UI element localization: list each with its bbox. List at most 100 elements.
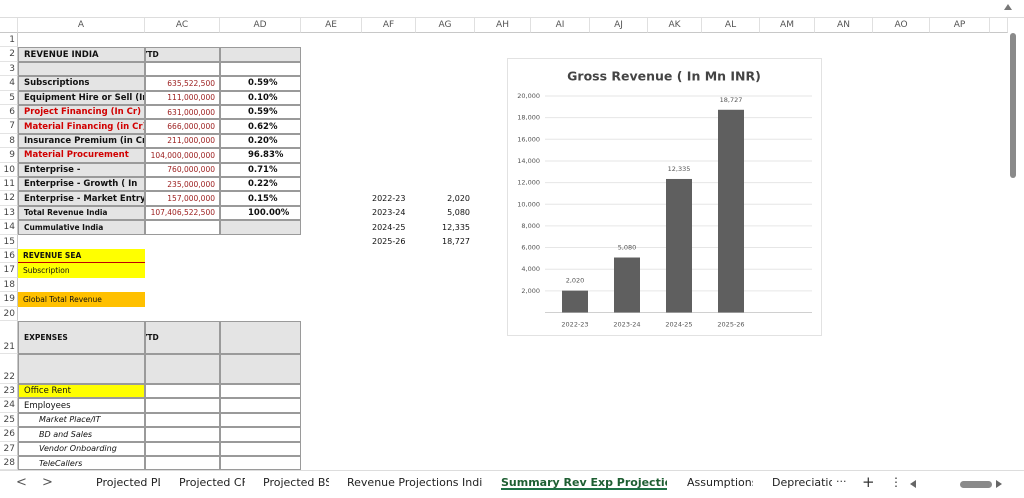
scroll-left[interactable] (910, 480, 916, 488)
cell-ac[interactable]: 107,406,522,500 (145, 205, 220, 221)
row-header[interactable]: 5 (0, 90, 18, 105)
cell-ag[interactable]: 2,020 (447, 194, 470, 204)
cell-a[interactable]: Market Place/IT (18, 412, 145, 428)
row-header[interactable]: 14 (0, 220, 18, 235)
cell-empty[interactable] (220, 427, 301, 442)
cell-a[interactable]: Office Rent (18, 384, 145, 399)
column-header[interactable]: AE (301, 18, 362, 33)
cell-empty[interactable] (220, 384, 301, 399)
cell-empty[interactable] (145, 292, 220, 306)
cell-af[interactable]: 2025-26 (372, 237, 406, 247)
cell-a[interactable]: Enterprise - Growth ( In (18, 177, 145, 192)
cell-empty[interactable] (220, 354, 301, 384)
active-sheet-tab[interactable]: Summary Rev Exp Projection_HS (501, 476, 667, 489)
row-header[interactable]: 17 (0, 263, 18, 278)
scroll-right[interactable] (996, 480, 1002, 488)
row-header[interactable]: 4 (0, 76, 18, 91)
cell-ac[interactable]: 235,000,000 (145, 177, 220, 192)
cell-a[interactable]: TeleCallers (18, 456, 145, 471)
sheet-tab[interactable]: Projected PL (96, 476, 160, 489)
sheet-tab[interactable]: Assumptions (687, 476, 753, 489)
cell-empty[interactable] (145, 384, 220, 399)
cell-ac[interactable]: 666,000,000 (145, 119, 220, 134)
cell-ad[interactable]: 0.71% (220, 162, 301, 177)
cell-a[interactable]: REVENUE INDIA (18, 47, 145, 62)
row-header[interactable]: 22 (0, 354, 18, 384)
cell-a[interactable]: Enterprise - (18, 162, 145, 177)
cell-empty[interactable] (145, 427, 220, 442)
cell-a[interactable]: Insurance Premium (in Cr) (18, 133, 145, 149)
sheet-tab[interactable]: Revenue Projections India1 (347, 476, 483, 489)
cell-empty[interactable] (145, 441, 220, 456)
cell-empty[interactable] (145, 307, 220, 321)
column-header[interactable]: AO (873, 18, 930, 33)
cell-empty[interactable] (220, 292, 301, 306)
cell-empty[interactable] (145, 249, 220, 263)
cell-empty[interactable] (18, 33, 145, 47)
cell-a[interactable]: REVENUE SEA (18, 249, 145, 264)
more-tabs[interactable]: ··· (836, 475, 847, 488)
cell-ac[interactable]: 631,000,000 (145, 105, 220, 120)
row-header[interactable]: 9 (0, 148, 18, 163)
cell-empty[interactable] (220, 61, 301, 77)
cell-a[interactable]: Equipment Hire or Sell (In (18, 90, 145, 105)
column-header[interactable]: AM (760, 18, 815, 33)
cell-empty[interactable] (145, 278, 220, 292)
cell-ag[interactable]: 5,080 (447, 208, 470, 218)
cell-empty[interactable] (145, 33, 220, 47)
cell-ac[interactable]: 635,522,500 (145, 76, 220, 91)
cell-af[interactable]: 2022-23 (372, 194, 406, 204)
cell-ad[interactable]: 100.00% (220, 205, 301, 221)
cell-ag[interactable]: 12,335 (442, 222, 470, 232)
cell-ad[interactable]: 0.10% (220, 90, 301, 105)
row-header[interactable]: 7 (0, 119, 18, 134)
column-header[interactable]: A (18, 18, 145, 33)
column-header[interactable]: AK (648, 18, 702, 33)
cell-empty[interactable] (220, 235, 301, 249)
row-header[interactable]: 12 (0, 191, 18, 206)
column-header[interactable]: AL (702, 18, 760, 33)
cell-empty[interactable] (18, 278, 145, 292)
tab-menu[interactable]: ⋮ (890, 475, 902, 489)
column-header[interactable]: AG (416, 18, 475, 33)
cell-ac-text[interactable]: YTD (146, 333, 159, 342)
cell-ac[interactable]: 157,000,000 (145, 191, 220, 206)
column-header[interactable]: AJ (590, 18, 648, 33)
tab-next[interactable]: > (42, 475, 53, 490)
cell-ac-text[interactable]: YTD (146, 50, 159, 60)
row-header[interactable]: 10 (0, 162, 18, 177)
cell-a[interactable]: Material Procurement (18, 148, 145, 163)
cell-ac[interactable]: 111,000,000 (145, 90, 220, 105)
row-header[interactable]: 15 (0, 234, 18, 249)
column-header[interactable]: AF (362, 18, 416, 33)
cell-empty[interactable] (220, 33, 301, 47)
cell-empty[interactable] (18, 354, 145, 384)
cell-empty[interactable] (145, 354, 220, 384)
vertical-scrollbar[interactable] (1010, 33, 1016, 178)
add-sheet[interactable]: + (862, 473, 875, 491)
column-header[interactable]: AI (531, 18, 590, 33)
scroll-up[interactable] (1004, 4, 1012, 10)
cell-empty[interactable] (145, 220, 220, 235)
cell-ad[interactable]: 0.22% (220, 177, 301, 192)
cell-empty[interactable] (145, 412, 220, 428)
cell-empty[interactable] (220, 398, 301, 413)
horizontal-scrollbar[interactable] (960, 481, 992, 488)
row-header[interactable]: 8 (0, 133, 18, 149)
row-header[interactable]: 23 (0, 384, 18, 399)
cell-ad[interactable]: 0.15% (220, 191, 301, 206)
row-header[interactable]: 27 (0, 441, 18, 456)
cell-a[interactable]: Subscriptions (18, 76, 145, 91)
cell-empty[interactable] (18, 307, 145, 321)
column-header[interactable]: AH (475, 18, 531, 33)
cell-a[interactable]: Global Total Revenue (18, 292, 145, 307)
row-header[interactable]: 13 (0, 205, 18, 221)
row-header[interactable]: 20 (0, 306, 18, 321)
cell-af[interactable]: 2024-25 (372, 222, 406, 232)
cell-a[interactable]: BD and Sales (18, 427, 145, 442)
row-header[interactable]: 2 (0, 47, 18, 62)
cell-a[interactable]: Cummulative India (18, 220, 145, 235)
cell-empty[interactable] (220, 307, 301, 321)
cell-ac[interactable]: 211,000,000 (145, 133, 220, 149)
row-header[interactable]: 19 (0, 292, 18, 307)
